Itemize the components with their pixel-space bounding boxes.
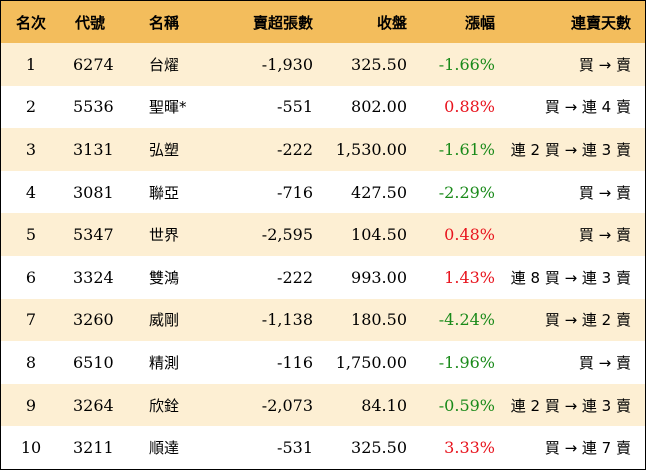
cell-code: 5536 xyxy=(73,97,114,117)
cell-close: 1,530.00 xyxy=(335,139,407,159)
table-row: 10 3211 順達 -531 325.50 3.33% 買 → 連 7 賣 xyxy=(1,426,645,469)
cell-streak: 買 → 賣 xyxy=(578,353,631,372)
cell-net-sell: -1,930 xyxy=(261,54,313,74)
cell-change: -1.61% xyxy=(438,139,495,159)
cell-change: 0.88% xyxy=(444,97,495,117)
cell-code: 5347 xyxy=(73,225,114,245)
cell-name: 台燿 xyxy=(149,55,180,74)
header-close: 收盤 xyxy=(376,13,407,32)
header-change: 漲幅 xyxy=(464,13,495,32)
cell-name: 聖暉* xyxy=(149,98,187,117)
cell-net-sell: -551 xyxy=(277,97,313,117)
cell-net-sell: -1,138 xyxy=(261,310,313,330)
header-row: 名次 代號 名稱 賣超張數 收盤 漲幅 連賣天數 xyxy=(1,1,645,43)
table-row: 1 6274 台燿 -1,930 325.50 -1.66% 買 → 賣 xyxy=(1,43,645,86)
cell-net-sell: -716 xyxy=(277,182,313,202)
table-row: 3 3131 弘塑 -222 1,530.00 -1.61% 連 2 買 → 連 3 賣 xyxy=(1,128,645,171)
cell-name: 欣銓 xyxy=(149,396,180,415)
cell-code: 3260 xyxy=(73,310,114,330)
cell-close: 802.00 xyxy=(351,97,407,117)
cell-streak: 買 → 連 2 賣 xyxy=(544,311,631,330)
cell-net-sell: -222 xyxy=(277,139,313,159)
cell-streak: 連 2 買 → 連 3 賣 xyxy=(510,396,631,415)
cell-change: 1.43% xyxy=(444,267,495,287)
header-streak: 連賣天數 xyxy=(570,13,631,32)
cell-close: 427.50 xyxy=(351,182,407,202)
cell-rank: 6 xyxy=(25,267,37,287)
cell-streak: 買 → 連 7 賣 xyxy=(544,439,631,458)
cell-change: -1.66% xyxy=(438,54,495,74)
cell-streak: 買 → 賣 xyxy=(578,55,631,74)
cell-rank: 3 xyxy=(25,139,37,159)
table-row: 5 5347 世界 -2,595 104.50 0.48% 買 → 賣 xyxy=(1,213,645,256)
cell-streak: 連 2 買 → 連 3 賣 xyxy=(510,140,631,159)
cell-name: 聯亞 xyxy=(149,183,180,202)
cell-change: -1.96% xyxy=(438,352,495,372)
cell-change: 3.33% xyxy=(444,438,495,458)
cell-code: 3211 xyxy=(73,438,114,458)
header-code: 代號 xyxy=(75,13,106,32)
cell-close: 180.50 xyxy=(351,310,407,330)
cell-change: -2.29% xyxy=(438,182,495,202)
cell-name: 威剛 xyxy=(149,311,180,330)
cell-rank: 1 xyxy=(25,54,37,74)
table-row: 4 3081 聯亞 -716 427.50 -2.29% 買 → 賣 xyxy=(1,170,645,214)
cell-change: -0.59% xyxy=(438,395,495,415)
cell-code: 6274 xyxy=(73,54,114,74)
table-row: 8 6510 精測 -116 1,750.00 -1.96% 買 → 賣 xyxy=(1,341,645,384)
cell-close: 325.50 xyxy=(351,54,407,74)
cell-name: 世界 xyxy=(149,226,180,245)
cell-rank: 4 xyxy=(25,182,37,202)
cell-net-sell: -222 xyxy=(277,267,313,287)
table-row: 6 3324 雙鴻 -222 993.00 1.43% 連 8 買 → 連 3 賣 xyxy=(1,255,645,299)
cell-rank: 8 xyxy=(25,352,37,372)
table-body: 1 6274 台燿 -1,930 325.50 -1.66% 買 → 賣 2 5536 聖暉* -5… xyxy=(1,43,645,469)
cell-net-sell: -531 xyxy=(277,438,313,458)
cell-net-sell: -2,595 xyxy=(261,225,313,245)
cell-name: 弘塑 xyxy=(149,140,180,159)
cell-streak: 買 → 連 4 賣 xyxy=(544,98,631,117)
cell-name: 雙鴻 xyxy=(149,268,180,287)
cell-name: 精測 xyxy=(149,353,180,372)
table-row: 2 5536 聖暉* -551 802.00 0.88% 買 → 連 4 賣 xyxy=(1,85,645,129)
cell-streak: 買 → 賣 xyxy=(578,183,631,202)
cell-rank: 5 xyxy=(25,225,37,245)
cell-close: 1,750.00 xyxy=(335,352,407,372)
cell-close: 993.00 xyxy=(351,267,407,287)
header-rank: 名次 xyxy=(15,13,46,32)
cell-code: 3264 xyxy=(73,395,114,415)
cell-rank: 10 xyxy=(20,438,42,458)
cell-rank: 7 xyxy=(25,310,37,330)
cell-name: 順達 xyxy=(149,439,180,458)
cell-code: 3081 xyxy=(73,182,114,202)
cell-streak: 買 → 賣 xyxy=(578,226,631,245)
cell-change: 0.48% xyxy=(444,225,495,245)
table-header: 名次 代號 名稱 賣超張數 收盤 漲幅 連賣天數 xyxy=(1,1,645,43)
cell-close: 84.10 xyxy=(361,395,407,415)
cell-streak: 連 8 買 → 連 3 賣 xyxy=(510,268,631,287)
cell-code: 6510 xyxy=(73,352,114,372)
header-net-sell: 賣超張數 xyxy=(252,13,313,32)
header-name: 名稱 xyxy=(149,13,180,32)
cell-rank: 9 xyxy=(25,395,37,415)
cell-code: 3324 xyxy=(73,267,114,287)
cell-net-sell: -116 xyxy=(277,352,313,372)
cell-close: 104.50 xyxy=(351,225,407,245)
cell-rank: 2 xyxy=(25,97,37,117)
table-row: 7 3260 威剛 -1,138 180.50 -4.24% 買 → 連 2 賣 xyxy=(1,298,645,342)
table-row: 9 3264 欣銓 -2,073 84.10 -0.59% 連 2 買 → 連 3 賣 xyxy=(1,383,645,427)
cell-code: 3131 xyxy=(73,139,114,159)
cell-net-sell: -2,073 xyxy=(261,395,313,415)
cell-change: -4.24% xyxy=(438,310,495,330)
cell-close: 325.50 xyxy=(351,438,407,458)
